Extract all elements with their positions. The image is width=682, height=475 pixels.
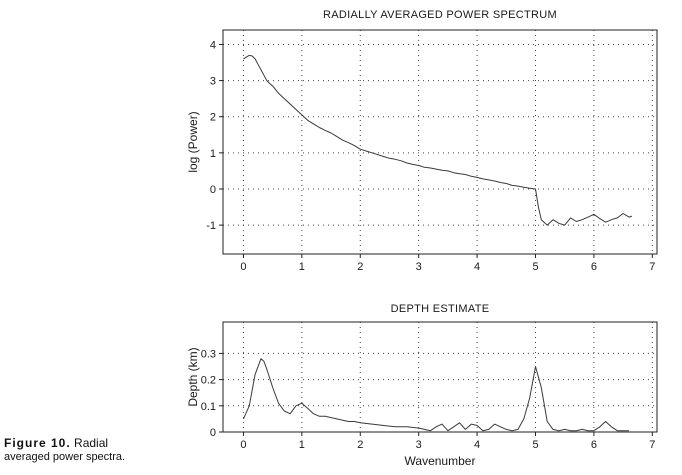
y-tick-label: 4 (210, 39, 216, 51)
x-tick-label: 2 (357, 261, 363, 273)
figure-caption: Figure 10. Radial averaged power spectra… (4, 436, 125, 465)
y-tick-label: 0.2 (201, 375, 216, 387)
depth-estimate-chart: 0 1 2 3 4 5 6 7 0 0.1 0.2 0.3 DEPTH ESTIMATE Depth (k… (186, 303, 658, 468)
x-tick-label: 5 (532, 261, 538, 273)
x-tick-label: 0 (240, 261, 246, 273)
data-line (242, 358, 629, 432)
y-tick-label: 3 (210, 76, 216, 88)
x-axis-label: Wavenumber (405, 454, 476, 468)
y-tick-label: 0.3 (201, 348, 216, 360)
y-tick-label: 1 (210, 148, 216, 160)
y-axis-label: Depth (km) (186, 347, 200, 406)
y-tick-label: 0.1 (201, 401, 216, 413)
x-tick-label: 0 (240, 439, 246, 451)
x-tick-label: 1 (299, 261, 305, 273)
power-spectrum-chart: 0 1 2 3 4 5 6 7 -1 0 1 2 3 4 RADIALLY AVERAGED POWER S… (186, 9, 658, 273)
chart-title: DEPTH ESTIMATE (391, 303, 490, 315)
y-tick-label: 0 (210, 184, 216, 196)
figure-caption-text: Radial (74, 436, 109, 450)
x-tick-label: 6 (591, 261, 597, 273)
figure-caption-label: Figure 10. (4, 436, 71, 450)
x-tick-label: 4 (474, 261, 480, 273)
x-tick-label: 3 (416, 261, 422, 273)
x-tick-label: 3 (416, 439, 422, 451)
x-tick-label: 1 (299, 439, 305, 451)
y-tick-label: 2 (210, 112, 216, 124)
figure-caption-line1: Figure 10. Radial (4, 436, 125, 451)
plot-frame (222, 29, 658, 255)
figure-caption-text2: averaged power spectra. (4, 451, 126, 463)
x-tick-label: 7 (649, 261, 655, 273)
y-axis-label: log (Power) (186, 111, 200, 172)
y-tick-label: 0 (210, 427, 216, 439)
data-line (243, 54, 633, 226)
x-tick-label: 7 (649, 439, 655, 451)
x-tick-label: 4 (474, 439, 480, 451)
plot-frame (222, 321, 658, 433)
x-tick-label: 6 (591, 439, 597, 451)
y-tick-label: -1 (206, 220, 216, 232)
x-tick-label: 2 (357, 439, 363, 451)
chart-title: RADIALLY AVERAGED POWER SPECTRUM (323, 9, 557, 21)
x-tick-label: 5 (532, 439, 538, 451)
